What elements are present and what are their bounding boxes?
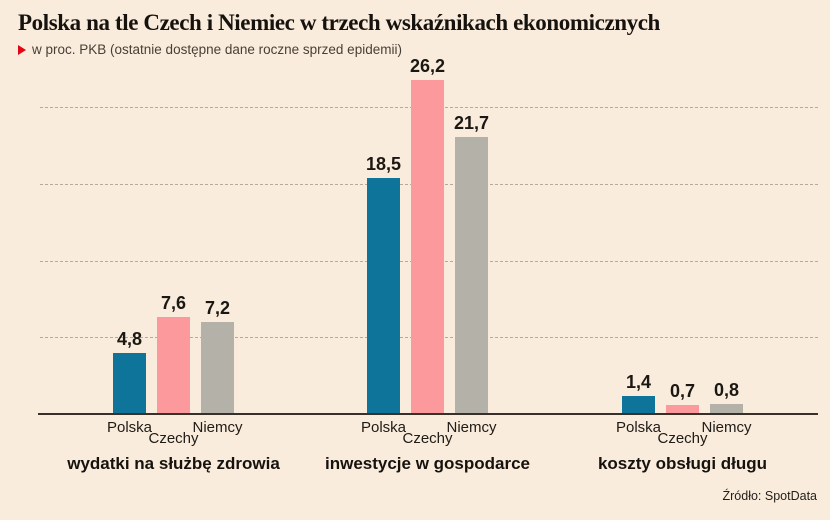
bar-czechy — [666, 405, 699, 414]
bar-czechy — [411, 80, 444, 414]
category-label-niemcy: Niemcy — [192, 419, 243, 436]
bar-polska — [622, 396, 655, 414]
value-label-polska: 4,8 — [116, 329, 143, 349]
value-label-polska: 18,5 — [365, 154, 402, 174]
bar-czechy — [157, 317, 190, 414]
value-label-czechy: 7,6 — [160, 293, 187, 313]
value-label-polska: 1,4 — [625, 372, 652, 392]
category-label-polska: Polska — [106, 419, 153, 436]
group-caption: koszty obsługi długu — [597, 454, 768, 473]
chart-subtitle: w proc. PKB (ostatnie dostępne dane rocz… — [18, 42, 402, 57]
bar-polska — [367, 178, 400, 414]
bar-niemcy — [201, 322, 234, 414]
group-caption: wydatki na służbę zdrowia — [67, 454, 280, 473]
bar-polska — [113, 353, 146, 414]
category-label-niemcy: Niemcy — [446, 419, 497, 436]
category-label-polska: Polska — [360, 419, 407, 436]
chart-subtitle-text: w proc. PKB (ostatnie dostępne dane rocz… — [32, 42, 402, 57]
category-label-czechy: Czechy — [657, 430, 708, 447]
value-label-niemcy: 21,7 — [453, 113, 490, 133]
source-credit: Źródło: SpotData — [722, 489, 818, 503]
value-label-czechy: 0,7 — [669, 381, 696, 401]
category-label-niemcy: Niemcy — [701, 419, 752, 436]
x-axis-line — [38, 413, 818, 415]
value-label-niemcy: 0,8 — [713, 380, 740, 400]
bar-niemcy — [455, 137, 488, 414]
bar-niemcy — [710, 404, 743, 414]
category-label-czechy: Czechy — [148, 430, 199, 447]
category-label-polska: Polska — [615, 419, 662, 436]
red-triangle-icon — [18, 44, 26, 55]
value-label-niemcy: 7,2 — [204, 298, 231, 318]
group-caption: inwestycje w gospodarce — [324, 454, 530, 473]
category-label-czechy: Czechy — [402, 430, 453, 447]
chart-title: Polska na tle Czech i Niemiec w trzech w… — [18, 10, 660, 35]
value-label-czechy: 26,2 — [409, 56, 446, 76]
